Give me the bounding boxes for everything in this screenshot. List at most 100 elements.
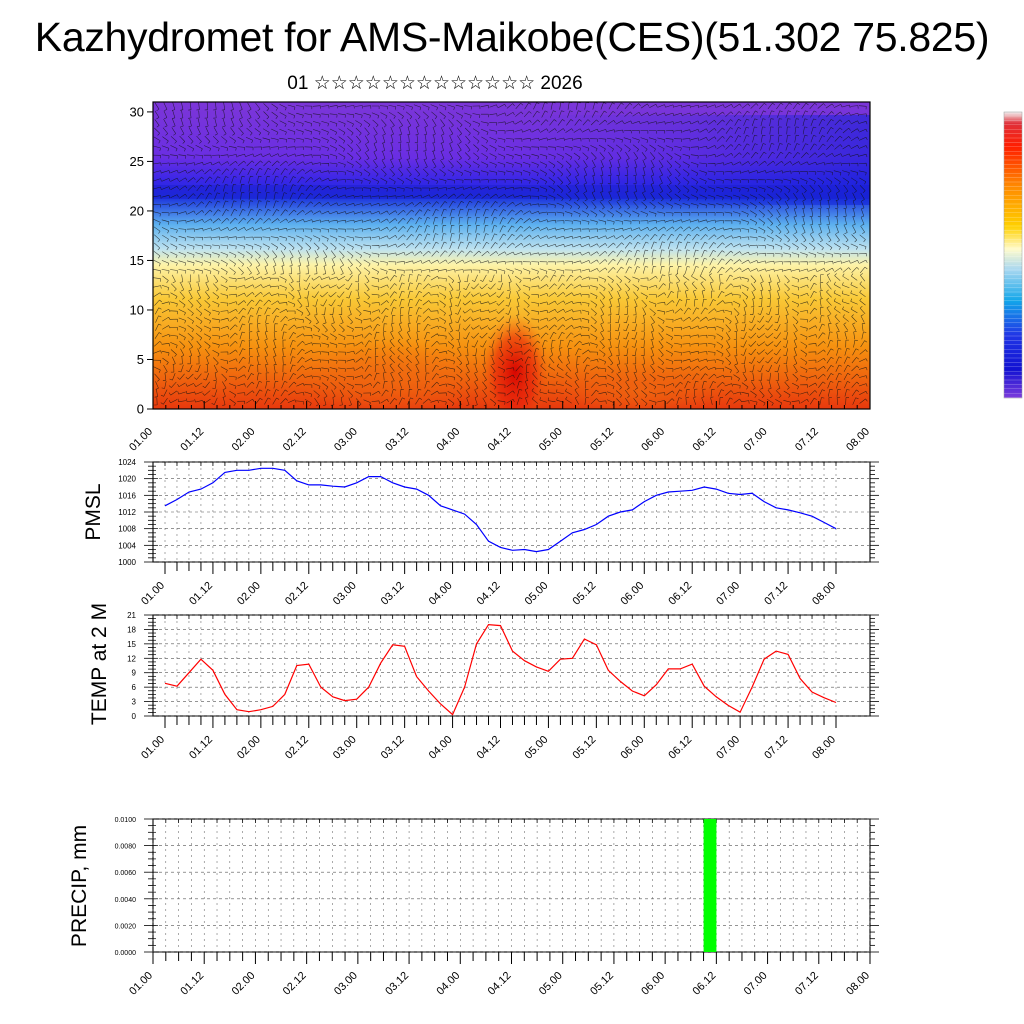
cross-section-panel: 0 5 10 15 20 25 30 01.00 01.12 02.00 02.12 03.00 03…: [127, 101, 872, 454]
temp-x-tick-label: 03.00: [331, 734, 359, 762]
colorbar-divisions: [1004, 115, 1022, 398]
precip-y-tick-label: 0.0080: [115, 844, 137, 851]
precip-x-tick-label: 07.00: [742, 970, 770, 998]
pmsl-x-tick-label: 05.12: [571, 580, 599, 608]
temp-x-tick-label: 01.00: [139, 734, 167, 762]
pmsl-x-tick-label: 07.12: [762, 580, 790, 608]
temp-x-tick-label: 08.00: [810, 734, 838, 762]
cross-section-y-tick-label: 30: [130, 104, 144, 119]
precip-x-tick-label: 05.00: [537, 970, 565, 998]
pmsl-y-tick-label: 1024: [118, 458, 136, 467]
pmsl-x-tick-label: 04.00: [427, 580, 455, 608]
precip-y-tick-label: 0.0060: [115, 870, 137, 877]
pmsl-series-line: [164, 467, 837, 553]
temp-y-tick-label: 21: [127, 611, 136, 620]
precip-x-tick-label: 01.00: [127, 970, 155, 998]
pmsl-x-tick-label: 07.00: [714, 580, 742, 608]
precip-y-tick-label: 0.0100: [115, 817, 137, 824]
pmsl-y-tick-label: 1012: [118, 508, 136, 517]
precip-x-tick-label: 02.12: [281, 970, 309, 998]
cross-section-y-tick-label: 20: [130, 203, 144, 218]
pmsl-x-tick-label: 05.00: [523, 580, 551, 608]
page-title: Kazhydromet for AMS-Maikobe(CES)(51.302 …: [34, 14, 990, 60]
wind-barbs: [153, 102, 868, 407]
temp-y-tick-label: 18: [127, 625, 136, 634]
pmsl-x-tick-label: 08.00: [810, 580, 838, 608]
cross-section-y-tick-label: 25: [130, 154, 144, 169]
pmsl-x-tick-label: 04.12: [475, 580, 503, 608]
pmsl-y-tick-label: 1016: [118, 491, 136, 500]
page-subtitle: 01 ☆☆☆☆☆☆☆☆☆☆☆☆☆ 2026: [287, 73, 583, 94]
precip-bar: [703, 819, 717, 952]
temp-x-tick-label: 04.00: [427, 734, 455, 762]
cross-section-x-tick-label: 04.00: [434, 426, 462, 454]
precip-x-tick-label: 06.12: [691, 970, 719, 998]
pmsl-y-tick-label: 1020: [118, 475, 136, 484]
pmsl-x-tick-label: 03.00: [331, 580, 359, 608]
temp-x-tick-label: 03.12: [379, 734, 407, 762]
cross-section-y-axis: 0 5 10 15 20 25 30: [130, 104, 153, 417]
pmsl-y-tick-label: 1000: [118, 558, 136, 567]
pmsl-x-axis: 01.00 01.12 02.00 02.12 03.00 03.12 04.00 04.12…: [139, 580, 838, 608]
temp-y-tick-label: 15: [127, 640, 136, 649]
precip-x-tick-label: 05.12: [588, 970, 616, 998]
precip-bars: [703, 819, 717, 952]
temp-x-tick-label: 06.12: [666, 734, 694, 762]
precip-axis-label: PRECIP, mm: [68, 825, 91, 947]
temp-x-tick-label: 06.00: [618, 734, 646, 762]
cross-section-y-tick-label: 5: [137, 352, 144, 367]
pmsl-x-tick-label: 02.12: [283, 580, 311, 608]
pmsl-axis-label: PMSL: [82, 483, 105, 540]
precip-x-tick-label: 04.12: [486, 970, 514, 998]
cross-section-x-tick-label: 07.00: [742, 426, 770, 454]
precip-x-tick-label: 01.12: [178, 970, 206, 998]
precip-y-tick-label: 0.0020: [115, 923, 137, 930]
precip-y-axis: 0.0000 0.0020 0.0040 0.0060 0.0080 0.0100: [115, 817, 137, 957]
temp-y-tick-label: 3: [132, 698, 137, 707]
precip-panel: 0.0000 0.0020 0.0040 0.0060 0.0080 0.0100 01.…: [68, 817, 879, 998]
cross-section-x-tick-label: 05.00: [537, 426, 565, 454]
precip-x-tick-label: 02.00: [230, 970, 258, 998]
precip-x-tick-label: 07.12: [793, 970, 821, 998]
pmsl-y-axis: 1000 1004 1008 1012 1016 1020 1024: [118, 458, 136, 567]
cross-section-x-tick-label: 02.00: [230, 426, 258, 454]
temp-y-axis: 0 3 6 9 12 15 18 21: [127, 611, 136, 721]
cross-section-y-tick-label: 0: [137, 402, 144, 417]
temp-x-tick-label: 07.00: [714, 734, 742, 762]
cross-section-x-tick-label: 01.12: [178, 426, 206, 454]
precip-x-tick-label: 03.12: [383, 970, 411, 998]
cross-section-x-tick-label: 03.00: [332, 426, 360, 454]
precip-x-tick-label: 08.00: [844, 970, 872, 998]
precip-x-tick-label: 04.00: [434, 970, 462, 998]
pmsl-frame: [152, 461, 871, 563]
pmsl-x-tick-label: 01.00: [139, 580, 167, 608]
temp-x-tick-label: 04.12: [475, 734, 503, 762]
temp-y-tick-label: 0: [132, 712, 137, 721]
cross-section-x-tick-label: 01.00: [127, 426, 155, 454]
cross-section-x-tick-label: 05.12: [588, 426, 616, 454]
cross-section-x-tick-label: 07.12: [793, 426, 821, 454]
pmsl-x-tick-label: 06.12: [666, 580, 694, 608]
cross-section-x-tick-label: 06.00: [639, 426, 667, 454]
pmsl-y-tick-label: 1008: [118, 525, 136, 534]
temp-x-tick-label: 07.12: [762, 734, 790, 762]
precip-grid: [152, 818, 871, 953]
temp-x-axis: 01.00 01.12 02.00 02.12 03.00 03.12 04.00 04.12…: [139, 734, 838, 762]
temp-x-tick-label: 02.00: [235, 734, 263, 762]
pmsl-x-tick-label: 02.00: [235, 580, 263, 608]
cross-section-x-tick-label: 06.12: [691, 426, 719, 454]
temp-y-tick-label: 6: [132, 683, 137, 692]
precip-y-tick-label: 0.0040: [115, 897, 137, 904]
temp-x-tick-label: 02.12: [283, 734, 311, 762]
temp-frame: [152, 614, 871, 717]
cross-section-y-tick-label: 15: [130, 253, 144, 268]
cross-section-x-tick-label: 03.12: [383, 426, 411, 454]
temp-panel: 0 3 6 9 12 15 18 21 01.00 01.12 02.00 02.12 03.00 03…: [88, 603, 879, 762]
precip-x-tick-label: 06.00: [639, 970, 667, 998]
temp-y-tick-label: 12: [127, 654, 136, 663]
temp-ticks: [144, 614, 879, 728]
temp-x-tick-label: 05.00: [523, 734, 551, 762]
temp-series-line: [164, 623, 837, 716]
